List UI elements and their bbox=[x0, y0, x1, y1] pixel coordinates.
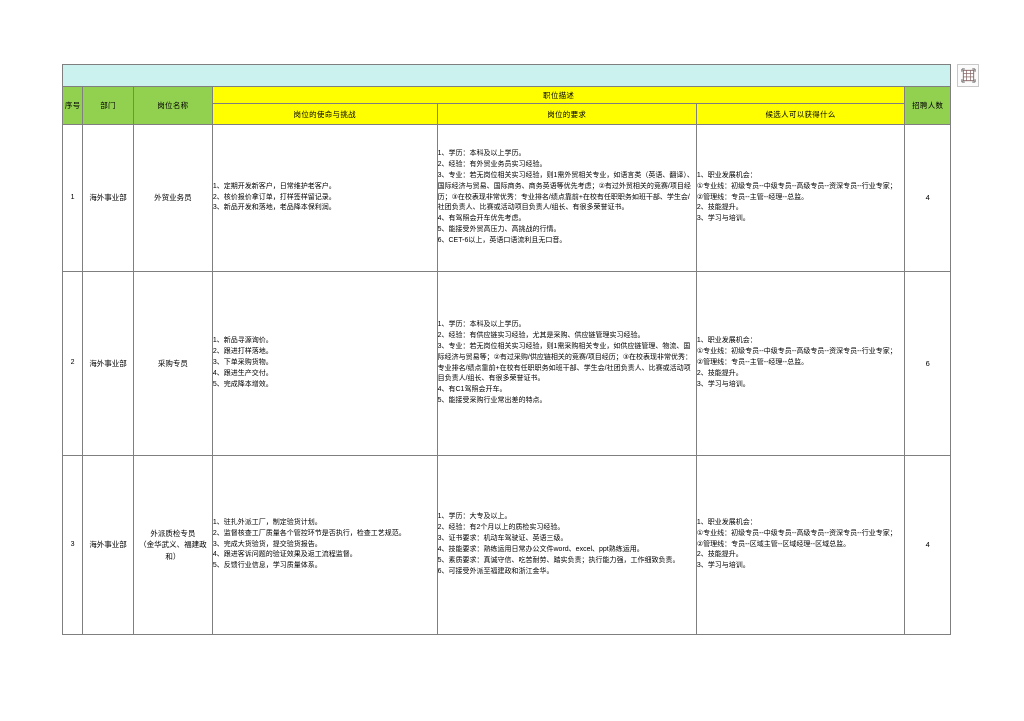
cell-position: 外派质检专员 （金华武义、福建政和） bbox=[132, 455, 213, 635]
header-seq: 序号 bbox=[61, 86, 84, 125]
text-line: 1、职业发展机会： bbox=[696, 171, 757, 179]
text-line: 3、下单采购货物。 bbox=[212, 359, 273, 367]
text-line: ①专业线：初级专员--中级专员--高级专员--资深专员--行业专家； bbox=[696, 348, 897, 356]
table-row: 2 海外事业部 采购专员 1、新品寻源询价。 2、跟进打样落地。 3、下单采购货物。… bbox=[61, 271, 951, 456]
header-row-secondary: 岗位的使命与挑战 岗位的要求 候选人可以获得什么 bbox=[63, 103, 951, 125]
cell-gains: 1、职业发展机会： ①专业线：初级专员--中级专员--高级专员--资深专员--行业… bbox=[695, 271, 906, 456]
table-row: 1 海外事业部 外贸业务员 1、定期开发新客户，日常维护老客户。 2、核价报价拿订… bbox=[61, 124, 951, 272]
text-line: 2、跟进打样落地。 bbox=[212, 348, 273, 356]
header-requirements: 岗位的要求 bbox=[436, 103, 697, 125]
text-line: 3、专业：若无岗位相关实习经验，则1需外贸相关专业，如语言类（英语、翻译）、国际… bbox=[437, 171, 694, 212]
position-sub: （金华武义、福建政和） bbox=[139, 540, 207, 561]
text-line: 3、完成大货验货，提交验货报告。 bbox=[212, 540, 322, 548]
cell-mission: 1、定期开发新客户，日常维护老客户。 2、核价报价拿订单，打样签样留记录。 3、新品… bbox=[211, 124, 438, 272]
text-line: 3、学习与培训。 bbox=[696, 380, 750, 388]
text-line: 2、技能提升。 bbox=[696, 551, 743, 559]
text-line: ①专业线：初级专员--中级专员--高级专员--资深专员--行业专家； bbox=[696, 529, 897, 537]
cell-position: 外贸业务员 bbox=[132, 124, 213, 272]
cell-headcount: 6 bbox=[904, 271, 951, 456]
cell-department: 海外事业部 bbox=[82, 455, 134, 635]
header-mission: 岗位的使命与挑战 bbox=[211, 103, 438, 125]
text-line: 2、监督核查工厂质量各个管控环节是否执行，检查工艺规范。 bbox=[212, 529, 406, 537]
text-line: 2、经验：有2个月以上的质检实习经验。 bbox=[437, 524, 565, 532]
text-line: 6、可接受外派至福建政和浙江金华。 bbox=[437, 567, 554, 575]
text-line: 5、素质要求：真诚守信、吃苦耐劳、踏实负责；执行能力强，工作细致负责。 bbox=[437, 556, 680, 564]
cell-requirements: 1、学历：大专及以上。 2、经验：有2个月以上的质检实习经验。 3、证书要求：机动车… bbox=[436, 455, 697, 635]
header-department: 部门 bbox=[82, 86, 134, 125]
text-line: 4、跟进生产交付。 bbox=[212, 369, 273, 377]
text-line: ①专业线：初级专员--中级专员--高级专员--资深专员--行业专家； bbox=[696, 182, 897, 190]
text-line: 2、核价报价拿订单，打样签样留记录。 bbox=[212, 193, 336, 201]
cell-requirements: 1、学历：本科及以上学历。 2、经验：有供应链实习经验，尤其是采购、供应链管理实习… bbox=[436, 271, 697, 456]
cell-seq: 3 bbox=[61, 455, 84, 635]
text-line: 3、新品开发和落地，老品降本保利润。 bbox=[212, 204, 336, 212]
text-line: ②管理线：专员--主管--经理--总监。 bbox=[696, 359, 809, 367]
cell-mission: 1、驻扎外派工厂，制定验货计划。 2、监督核查工厂质量各个管控环节是否执行，检查工… bbox=[211, 455, 438, 635]
text-line: 4、有C1驾照会开车。 bbox=[437, 386, 507, 394]
header-position: 岗位名称 bbox=[132, 86, 213, 125]
text-line: 4、技能要求：熟练运用日常办公文件word、excel、ppt熟练运用。 bbox=[437, 546, 644, 553]
cell-gains: 1、职业发展机会： ①专业线：初级专员--中级专员--高级专员--资深专员--行业… bbox=[695, 124, 906, 272]
text-line: 1、学历：本科及以上学历。 bbox=[437, 321, 526, 329]
text-line: 5、反馈行业信息，学习质量体系。 bbox=[212, 562, 322, 570]
text-line: 1、驻扎外派工厂，制定验货计划。 bbox=[212, 518, 322, 526]
top-band-cell bbox=[62, 64, 951, 87]
text-line: 4、跟进客诉问题的验证效果及返工流程监督。 bbox=[212, 551, 357, 559]
text-line: 1、定期开发新客户，日常维护老客户。 bbox=[212, 182, 336, 190]
text-line: 3、学习与培训。 bbox=[696, 562, 750, 570]
header-gains: 候选人可以获得什么 bbox=[695, 103, 906, 125]
cell-headcount: 4 bbox=[904, 455, 951, 635]
cell-department: 海外事业部 bbox=[82, 271, 134, 456]
text-line: 5、能接受外贸高压力、高挑战的行情。 bbox=[437, 226, 561, 234]
table-row: 3 海外事业部 外派质检专员 （金华武义、福建政和） 1、驻扎外派工厂，制定验货… bbox=[61, 455, 951, 635]
text-line: 2、经验：有供应链实习经验，尤其是采购、供应链管理实习经验。 bbox=[437, 331, 645, 339]
header-headcount: 招聘人数 bbox=[904, 86, 951, 125]
text-line: 3、证书要求：机动车驾驶证、英语三级。 bbox=[437, 535, 568, 543]
cell-gains: 1、职业发展机会： ①专业线：初级专员--中级专员--高级专员--资深专员--行业… bbox=[695, 455, 906, 635]
cell-department: 海外事业部 bbox=[82, 124, 134, 272]
text-line: 2、技能提升。 bbox=[696, 369, 743, 377]
text-line: 5、完成降本增效。 bbox=[212, 380, 273, 388]
text-line: 4、有驾照会开车优先考虑。 bbox=[437, 215, 526, 223]
picture-placeholder-icon[interactable] bbox=[957, 64, 979, 87]
position-main: 外派质检专员 bbox=[150, 529, 196, 539]
recruitment-table: 序号 部门 岗位名称 职位描述 招聘人数 岗位的使命与挑战 岗位的要求 候选人可… bbox=[61, 64, 951, 635]
cell-headcount: 4 bbox=[904, 124, 951, 272]
cell-seq: 2 bbox=[61, 271, 84, 456]
text-line: 1、新品寻源询价。 bbox=[212, 337, 273, 345]
cell-position: 采购专员 bbox=[132, 271, 213, 456]
text-line: 6、CET-6以上，英语口语流利且无口音。 bbox=[437, 236, 567, 244]
text-line: ②管理线：专员--区域主管--区域经理--区域总监。 bbox=[696, 540, 851, 548]
cell-seq: 1 bbox=[61, 124, 84, 272]
text-line: 2、技能提升。 bbox=[696, 204, 743, 212]
header-row-primary: 序号 部门 岗位名称 职位描述 招聘人数 bbox=[61, 86, 951, 125]
text-line: ②管理线：专员--主管--经理--总监。 bbox=[696, 193, 809, 201]
cell-requirements: 1、学历：本科及以上学历。 2、经验：有外贸业务员实习经验。 3、专业：若无岗位相关… bbox=[436, 124, 697, 272]
text-line: 2、经验：有外贸业务员实习经验。 bbox=[437, 161, 547, 169]
position-main: 外贸业务员 bbox=[154, 193, 192, 203]
cell-mission: 1、新品寻源询价。 2、跟进打样落地。 3、下单采购货物。 4、跟进生产交付。 5、完成… bbox=[211, 271, 438, 456]
text-line: 5、能接受采购行业常出差的特点。 bbox=[437, 397, 547, 405]
header-job-description: 职位描述 bbox=[211, 86, 906, 104]
position-main: 采购专员 bbox=[157, 358, 188, 368]
text-line: 1、职业发展机会： bbox=[696, 337, 757, 345]
text-line: 3、学习与培训。 bbox=[696, 215, 750, 223]
text-line: 1、学历：大专及以上。 bbox=[437, 513, 512, 521]
text-line: 1、学历：本科及以上学历。 bbox=[437, 150, 526, 158]
text-line: 3、专业：若无岗位相关实习经验，则1需采购相关专业，如供应链管理、物流、国际经济… bbox=[437, 342, 693, 383]
top-band-row bbox=[62, 64, 951, 87]
text-line: 1、职业发展机会： bbox=[696, 518, 757, 526]
